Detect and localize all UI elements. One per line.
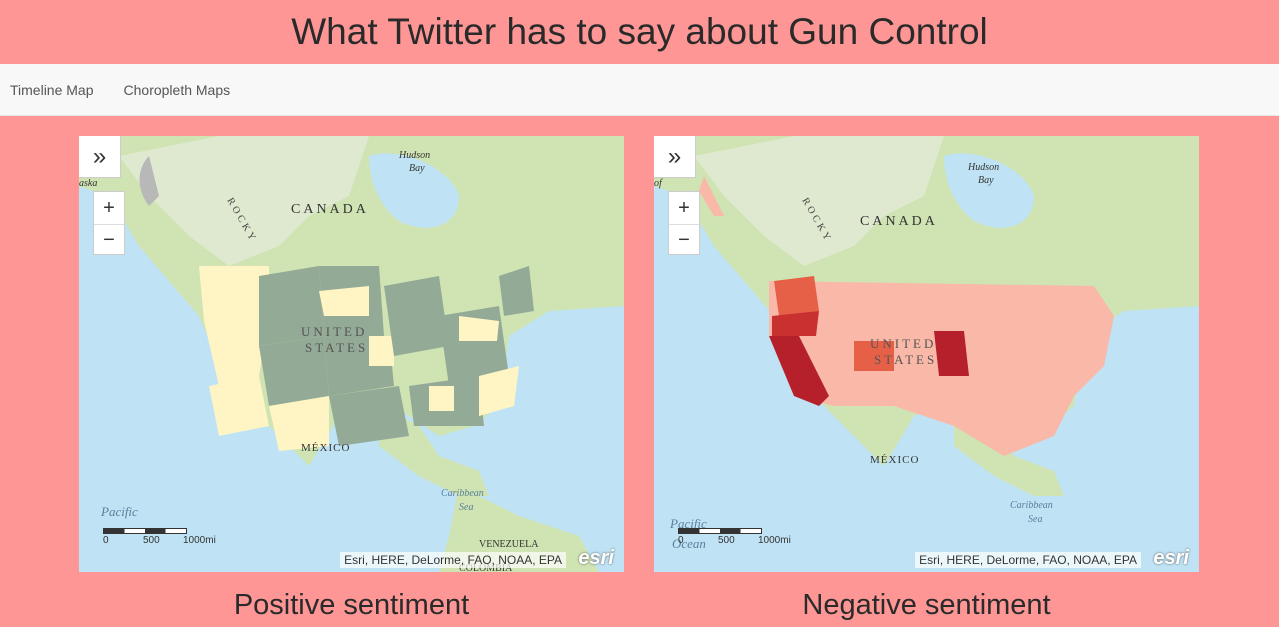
navbar: Timeline Map Choropleth Maps [0, 64, 1279, 116]
page-header: What Twitter has to say about Gun Contro… [0, 0, 1279, 64]
basemap: ROCKY [79, 136, 624, 572]
positive-sentiment-caption: Positive sentiment [233, 589, 470, 621]
zoom-in-button[interactable]: + [103, 196, 115, 219]
zoom-controls: + − [93, 191, 125, 255]
zoom-in-button[interactable]: + [678, 196, 690, 219]
scale-bar: 0 500 1000mi [678, 528, 818, 546]
map-attribution[interactable]: Esri, HERE, DeLorme, FAO, NOAA, EPA [915, 552, 1141, 568]
scale-label-1000: 1000mi [758, 535, 791, 546]
zoom-controls: + − [668, 191, 700, 255]
layer-toggle-button[interactable]: » [79, 136, 121, 178]
scale-label-500: 500 [718, 535, 735, 546]
scale-label-0: 0 [103, 535, 109, 546]
layer-toggle-button[interactable]: » [654, 136, 696, 178]
positive-sentiment-map[interactable]: ROCKY CANADA Hudson Bay UNITED STATES MÉ… [79, 136, 624, 572]
negative-sentiment-caption: Negative sentiment [802, 589, 1051, 621]
scale-bar-line [103, 528, 187, 534]
scale-label-0: 0 [678, 535, 684, 546]
map-attribution[interactable]: Esri, HERE, DeLorme, FAO, NOAA, EPA [340, 552, 566, 568]
scale-label-500: 500 [143, 535, 160, 546]
scale-bar: 0 500 1000mi [103, 528, 243, 546]
scale-label-1000: 1000mi [183, 535, 216, 546]
nav-timeline-map[interactable]: Timeline Map [10, 81, 94, 98]
nav-choropleth-maps[interactable]: Choropleth Maps [123, 81, 231, 98]
zoom-out-button[interactable]: − [94, 224, 124, 256]
zoom-out-button[interactable]: − [669, 224, 699, 256]
esri-logo[interactable]: esri [1153, 547, 1189, 569]
page-title: What Twitter has to say about Gun Contro… [291, 11, 988, 52]
negative-sentiment-map[interactable]: ROCKY CANADA Hudson Bay UNITED STATES MÉ… [654, 136, 1199, 572]
esri-logo[interactable]: esri [578, 547, 614, 569]
scale-bar-line [678, 528, 762, 534]
basemap: ROCKY [654, 136, 1199, 496]
